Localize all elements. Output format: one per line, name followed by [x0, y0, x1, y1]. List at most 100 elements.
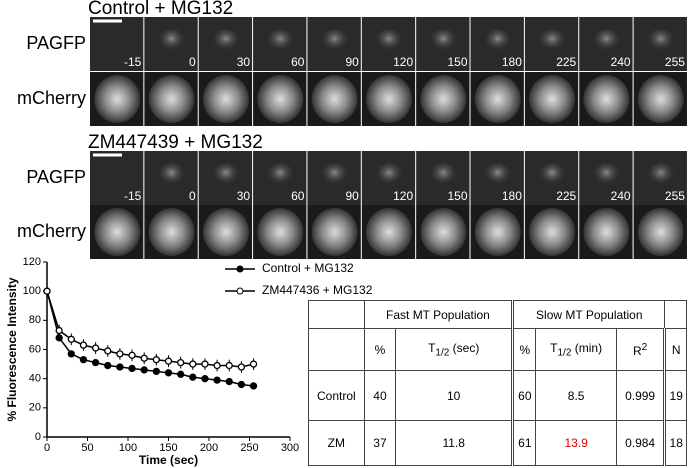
- point: [225, 377, 233, 386]
- header-text: N: [671, 342, 681, 357]
- series-line: [46, 290, 254, 368]
- legend-label: Control + MG132: [262, 261, 354, 275]
- series-line: [46, 290, 254, 387]
- y-tick-label: 80: [29, 314, 41, 326]
- y-tick-label: 40: [29, 373, 41, 385]
- point: [140, 366, 148, 374]
- column-header: %: [511, 328, 537, 371]
- frame-label: 180: [502, 55, 522, 69]
- frame-label: 30: [237, 189, 251, 203]
- x-tick-label: 150: [159, 442, 177, 454]
- cell: [529, 75, 576, 123]
- point: [152, 367, 161, 376]
- row-label: Control: [308, 370, 365, 421]
- header-text: T: [428, 340, 436, 355]
- point: [79, 341, 88, 349]
- point: [140, 354, 148, 362]
- frame-label: 225: [556, 55, 576, 69]
- cell: [420, 75, 467, 123]
- frame-label: 150: [447, 55, 467, 69]
- frame-label: 90: [345, 55, 359, 69]
- cell: [483, 163, 512, 187]
- table-cell: 40: [363, 370, 397, 421]
- tile: [90, 151, 144, 205]
- point: [67, 350, 75, 358]
- point: [91, 344, 100, 352]
- point: [104, 347, 112, 355]
- table-cell: 19: [663, 370, 687, 421]
- cell: [592, 29, 621, 53]
- point: [249, 360, 258, 368]
- x-tick-label: 50: [81, 442, 93, 454]
- table-cell: 11.8: [395, 420, 514, 466]
- point: [128, 351, 136, 359]
- column-header: N: [663, 328, 687, 371]
- row-label: PAGFP: [26, 167, 86, 187]
- x-tick-label: 0: [44, 442, 50, 454]
- group-header: Slow MT Population: [511, 300, 666, 329]
- point: [201, 375, 209, 383]
- header-text: %: [374, 342, 386, 357]
- cell: [157, 29, 186, 53]
- table-cell: 0.984: [615, 420, 666, 466]
- cell: [583, 75, 630, 123]
- table-cell: 13.9: [535, 420, 617, 466]
- cell: [148, 208, 195, 256]
- column-header: %: [363, 328, 397, 371]
- table-cell: 0.999: [615, 370, 666, 421]
- header-text: 2: [641, 341, 648, 353]
- header-text: 1/2: [557, 347, 572, 359]
- corner-cell: [308, 328, 365, 371]
- frame-label: 60: [291, 189, 305, 203]
- header-text: T: [550, 340, 558, 355]
- point: [225, 361, 233, 370]
- cell: [202, 75, 249, 123]
- cell: [266, 163, 295, 187]
- cell: [374, 163, 403, 187]
- point: [164, 369, 173, 377]
- row-label: mCherry: [17, 88, 86, 108]
- table-cell: 18: [663, 420, 687, 466]
- frame-label: 240: [611, 189, 631, 203]
- frame-label: 225: [556, 189, 576, 203]
- cell: [420, 208, 467, 256]
- cell: [429, 163, 458, 187]
- cell: [429, 29, 458, 53]
- point: [67, 335, 75, 343]
- table-cell: 37: [363, 420, 397, 466]
- cell: [365, 208, 412, 256]
- point: [213, 361, 221, 370]
- legend-label: ZM447436 + MG132: [262, 283, 373, 297]
- point: [116, 350, 124, 358]
- panel-title: Control + MG132: [88, 0, 233, 19]
- cell: [311, 208, 358, 256]
- x-tick-label: 250: [240, 442, 258, 454]
- header-text: (min): [571, 340, 603, 355]
- cell: [637, 208, 684, 256]
- frame-label: -15: [124, 55, 142, 69]
- header-text: %: [519, 342, 531, 357]
- cell: [646, 163, 675, 187]
- cell: [637, 75, 684, 123]
- column-header: T1/2 (sec): [395, 328, 514, 371]
- y-axis-label: % Fluorescence Intensity: [5, 277, 19, 421]
- x-tick-label: 300: [281, 442, 299, 454]
- y-tick-label: 120: [23, 256, 41, 268]
- cell: [529, 208, 576, 256]
- point: [176, 370, 185, 378]
- point: [128, 364, 136, 373]
- cell: [320, 29, 349, 53]
- corner-cell: [308, 300, 365, 329]
- frame-label: -15: [124, 189, 142, 203]
- legend-marker: [236, 265, 244, 273]
- cell: [374, 29, 403, 53]
- point: [116, 363, 124, 371]
- header-text: R: [632, 343, 642, 358]
- legend-marker: [236, 287, 244, 295]
- table-cell: 8.5: [535, 370, 617, 421]
- point: [189, 373, 197, 381]
- column-header: T1/2 (min): [535, 328, 617, 371]
- cell: [646, 29, 675, 53]
- blank-cell: [664, 300, 687, 329]
